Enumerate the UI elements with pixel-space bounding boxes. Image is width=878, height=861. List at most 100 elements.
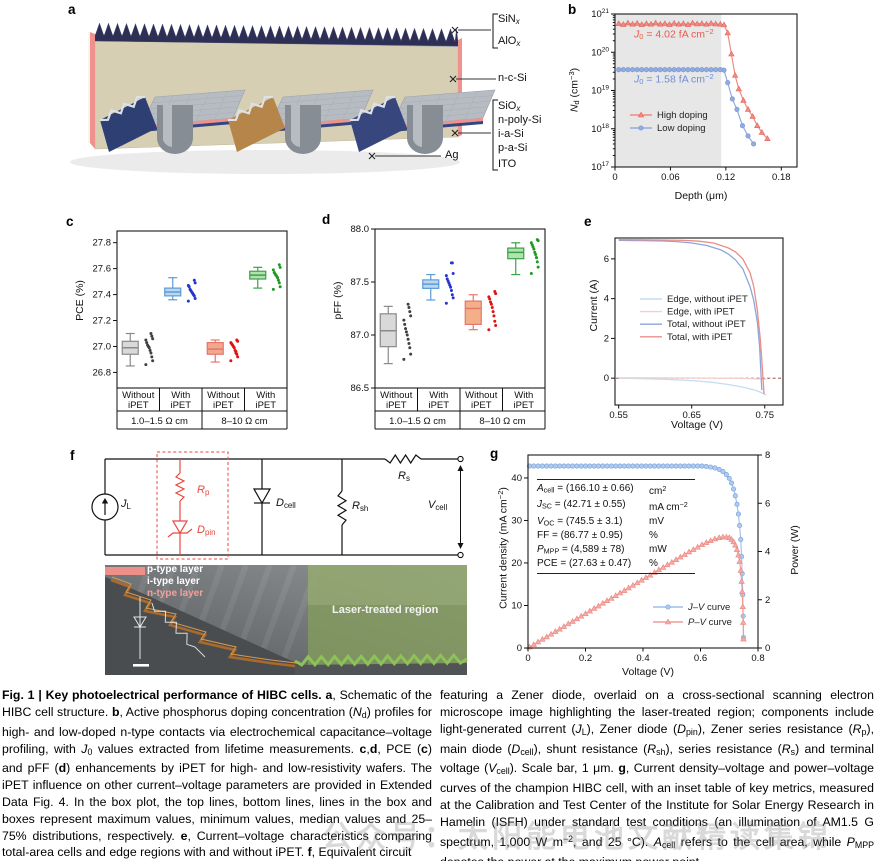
svg-text:4: 4 [765, 547, 770, 558]
svg-text:High doping: High doping [657, 110, 708, 121]
svg-text:27.8: 27.8 [93, 238, 112, 249]
layer-label-ncsi: n-c-Si [498, 72, 527, 84]
svg-text:0: 0 [604, 373, 609, 384]
svg-text:0: 0 [517, 643, 522, 654]
svg-text:1017: 1017 [591, 161, 609, 173]
finger-zigzag-texture [99, 95, 146, 122]
svg-text:0.65: 0.65 [682, 410, 701, 421]
series-resistor [384, 453, 422, 465]
svg-text:1019: 1019 [591, 85, 609, 97]
dcell-label: Dcell [276, 497, 296, 510]
svg-text:8–10 Ω cm: 8–10 Ω cm [221, 416, 267, 427]
textured-top-pyramids [94, 22, 459, 47]
svg-text:1018: 1018 [591, 123, 609, 135]
svg-text:0.12: 0.12 [717, 172, 736, 183]
sketch-diode [133, 616, 147, 628]
svg-text:Total, with iPET: Total, with iPET [667, 332, 733, 343]
svg-text:0.6: 0.6 [694, 653, 707, 664]
layer-label-ag: Ag [445, 149, 459, 161]
svg-text:Without: Without [122, 390, 155, 401]
finger-wedge [228, 97, 285, 152]
svg-text:P–V curve: P–V curve [688, 617, 732, 628]
svg-text:0: 0 [765, 643, 770, 654]
box-group-2 [464, 290, 498, 332]
doping-profile-chart: 0 0.06 0.12 0.18 1017 1018 1019 1020 1021 High do… [591, 8, 798, 183]
box-group-0 [121, 332, 155, 367]
svg-text:27.6: 27.6 [93, 264, 112, 275]
svg-text:0.18: 0.18 [772, 172, 791, 183]
layer-label-alox: AlOx [498, 35, 521, 48]
finger-metal-channel [285, 105, 321, 154]
plot-frame [614, 237, 784, 406]
svg-text:With: With [514, 390, 533, 401]
svg-text:iPET: iPET [170, 400, 191, 411]
shunt-resistor [336, 490, 348, 526]
svg-text:Total, without iPET: Total, without iPET [667, 319, 746, 330]
jl-label: JL [121, 498, 131, 511]
cell-schematic-svg [70, 13, 498, 174]
g-x-axis-title: Voltage (V) [622, 666, 674, 678]
plot-frame [116, 230, 288, 389]
svg-text:1020: 1020 [591, 46, 609, 58]
i-type-layer-label: i-type layer [147, 576, 200, 587]
svg-text:Edge, without iPET: Edge, without iPET [667, 294, 748, 305]
inset-row: JSC = (42.71 ± 0.55) mA cm−2 [537, 499, 688, 514]
svg-text:Without: Without [380, 390, 413, 401]
b-x-axis-title: Depth (μm) [674, 190, 728, 202]
series-edge-with-ipet [618, 377, 767, 380]
rs-label: Rs [398, 470, 410, 483]
svg-text:8–10 Ω cm: 8–10 Ω cm [479, 416, 525, 427]
zener-branch-box [156, 451, 229, 560]
box-group-3 [249, 263, 282, 291]
circuit-sem-svg [91, 451, 468, 677]
panel-letter-f: f [70, 448, 75, 463]
panel-letter-b: b [568, 2, 577, 17]
box-group-2 [206, 338, 240, 363]
panel-letter-e: e [584, 214, 592, 229]
pff-boxplot-chart: 86.587.087.588.0WithoutiPETWithiPETWitho… [351, 224, 546, 430]
finger-wedge [350, 97, 407, 152]
svg-text:27.2: 27.2 [93, 316, 112, 327]
caption-right-column: featuring a Zener diode, overlaid on a c… [440, 688, 875, 861]
svg-text:Without: Without [207, 390, 240, 401]
layer-label-sinx: SiNx [498, 13, 520, 26]
zener-diode [171, 520, 189, 535]
ground-shadow [70, 150, 460, 174]
d-y-axis-title: pFF (%) [332, 281, 344, 320]
svg-text:With: With [429, 390, 448, 401]
svg-text:2: 2 [765, 595, 770, 606]
n-type-layer-label: n-type layer [147, 588, 204, 599]
series-edge-without-ipet [618, 377, 767, 396]
svg-text:40: 40 [511, 473, 522, 484]
svg-text:27.4: 27.4 [93, 290, 112, 301]
svg-text:87.5: 87.5 [351, 277, 370, 288]
svg-text:0.4: 0.4 [636, 653, 649, 664]
svg-text:87.0: 87.0 [351, 330, 370, 341]
svg-text:0.75: 0.75 [755, 410, 774, 421]
layer-label-siox: SiOx [498, 100, 521, 113]
axes: 0.55 0.65 0.75 0 2 4 6 [604, 254, 774, 421]
terminal-bottom [457, 551, 464, 559]
layer-label-iasi: i-a-Si [498, 128, 524, 140]
category-table: WithoutiPETWithiPETWithoutiPETWithiPET1.… [116, 388, 288, 430]
svg-text:27.0: 27.0 [93, 341, 112, 352]
svg-text:0.55: 0.55 [609, 410, 628, 421]
inset-row: VOC = (745.5 ± 3.1) mV [537, 515, 664, 528]
svg-text:iPET: iPET [471, 400, 492, 411]
svg-text:6: 6 [604, 254, 609, 265]
bottom-label-bracket [492, 99, 498, 171]
svg-text:0: 0 [525, 653, 530, 664]
layer-label-ito: ITO [498, 158, 517, 170]
layer-label-pasi: p-a-Si [498, 142, 528, 154]
vcell-label: Vcell [428, 499, 448, 512]
scale-bar [133, 664, 149, 667]
svg-text:26.8: 26.8 [93, 367, 112, 378]
textured-laser-surface [294, 652, 468, 668]
b-y-axis-title: Nd (cm−3) [567, 67, 582, 113]
p-type-layer-label: p-type layer [147, 564, 204, 575]
svg-text:8: 8 [765, 450, 770, 461]
category-table: WithoutiPETWithiPETWithoutiPETWithiPET1.… [374, 388, 546, 430]
